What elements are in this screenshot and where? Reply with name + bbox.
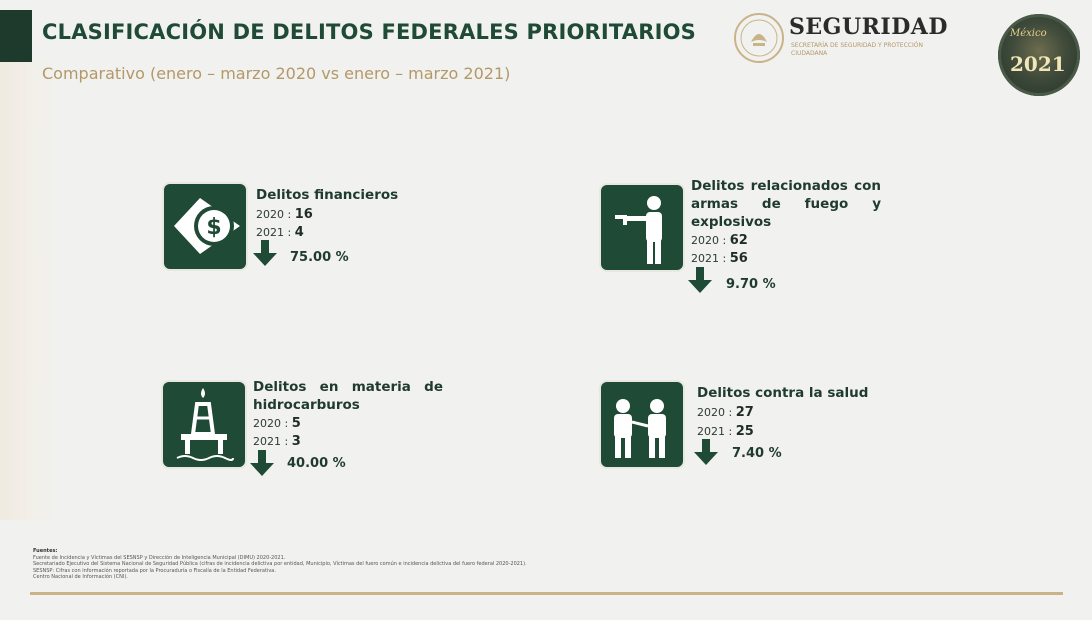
- sources-line: Fuente de Incidencia y Víctimas del SESN…: [33, 554, 286, 561]
- stat-2021: 2021 : 4: [256, 225, 304, 240]
- corner-accent-bar: [0, 10, 32, 62]
- stat-2020: 2020 : 5: [253, 416, 301, 431]
- oil-platform-icon: [161, 380, 247, 469]
- stat-2021: 2021 : 56: [691, 251, 748, 266]
- change-percent: 40.00 %: [287, 456, 346, 471]
- stat-2021: 2021 : 3: [253, 434, 301, 449]
- sources-footnote: Fuentes: Fuente de Incidencia y Víctimas…: [33, 548, 753, 581]
- stat-2020: 2020 : 62: [691, 233, 748, 248]
- card-heading: Delitos en materia de hidrocarburos: [253, 379, 443, 413]
- seguridad-logo: SEGURIDAD SECRETARÍA DE SEGURIDAD Y PROT…: [733, 12, 983, 64]
- sources-label: Fuentes:: [33, 548, 58, 554]
- logo-text: SEGURIDAD: [789, 14, 948, 40]
- money-icon: $: [162, 182, 248, 271]
- gunman-icon: [599, 183, 685, 272]
- down-arrow-icon: [688, 267, 712, 293]
- change-percent: 7.40 %: [732, 446, 782, 461]
- change-percent: 9.70 %: [726, 277, 776, 292]
- footer-divider: [30, 592, 1063, 595]
- stat-2021: 2021 : 25: [697, 424, 754, 439]
- change-percent: 75.00 %: [290, 250, 349, 265]
- stat-2020: 2020 : 16: [256, 207, 313, 222]
- svg-text:$: $: [206, 215, 221, 240]
- badge-year: 2021: [1010, 52, 1066, 76]
- card-heading: Delitos contra la salud: [697, 385, 869, 401]
- stat-2020: 2020 : 27: [697, 405, 754, 420]
- sources-line: Centro Nacional de Información (CNI).: [33, 574, 128, 580]
- page-title: CLASIFICACIÓN DE DELITOS FEDERALES PRIOR…: [42, 20, 697, 44]
- year-badge: México 2021: [998, 14, 1080, 96]
- down-arrow-icon: [250, 450, 274, 476]
- sources-line: SESNSP: Cifras con información reportada…: [33, 567, 276, 574]
- down-arrow-icon: [694, 439, 718, 465]
- logo-subtext: SECRETARÍA DE SEGURIDAD Y PROTECCIÓN CIU…: [791, 42, 923, 57]
- card-heading: Delitos financieros: [256, 187, 399, 203]
- sources-line: Secretariado Ejecutivo del Sistema Nacio…: [33, 561, 527, 567]
- background-decoration: [0, 60, 55, 520]
- badge-brand: México: [1010, 28, 1047, 39]
- down-arrow-icon: [253, 240, 277, 266]
- card-heading: Delitos relacionados con armas de fuego …: [691, 178, 881, 230]
- health-people-icon: [599, 380, 685, 469]
- page-subtitle: Comparativo (enero – marzo 2020 vs enero…: [42, 64, 511, 83]
- national-seal-icon: [734, 13, 784, 63]
